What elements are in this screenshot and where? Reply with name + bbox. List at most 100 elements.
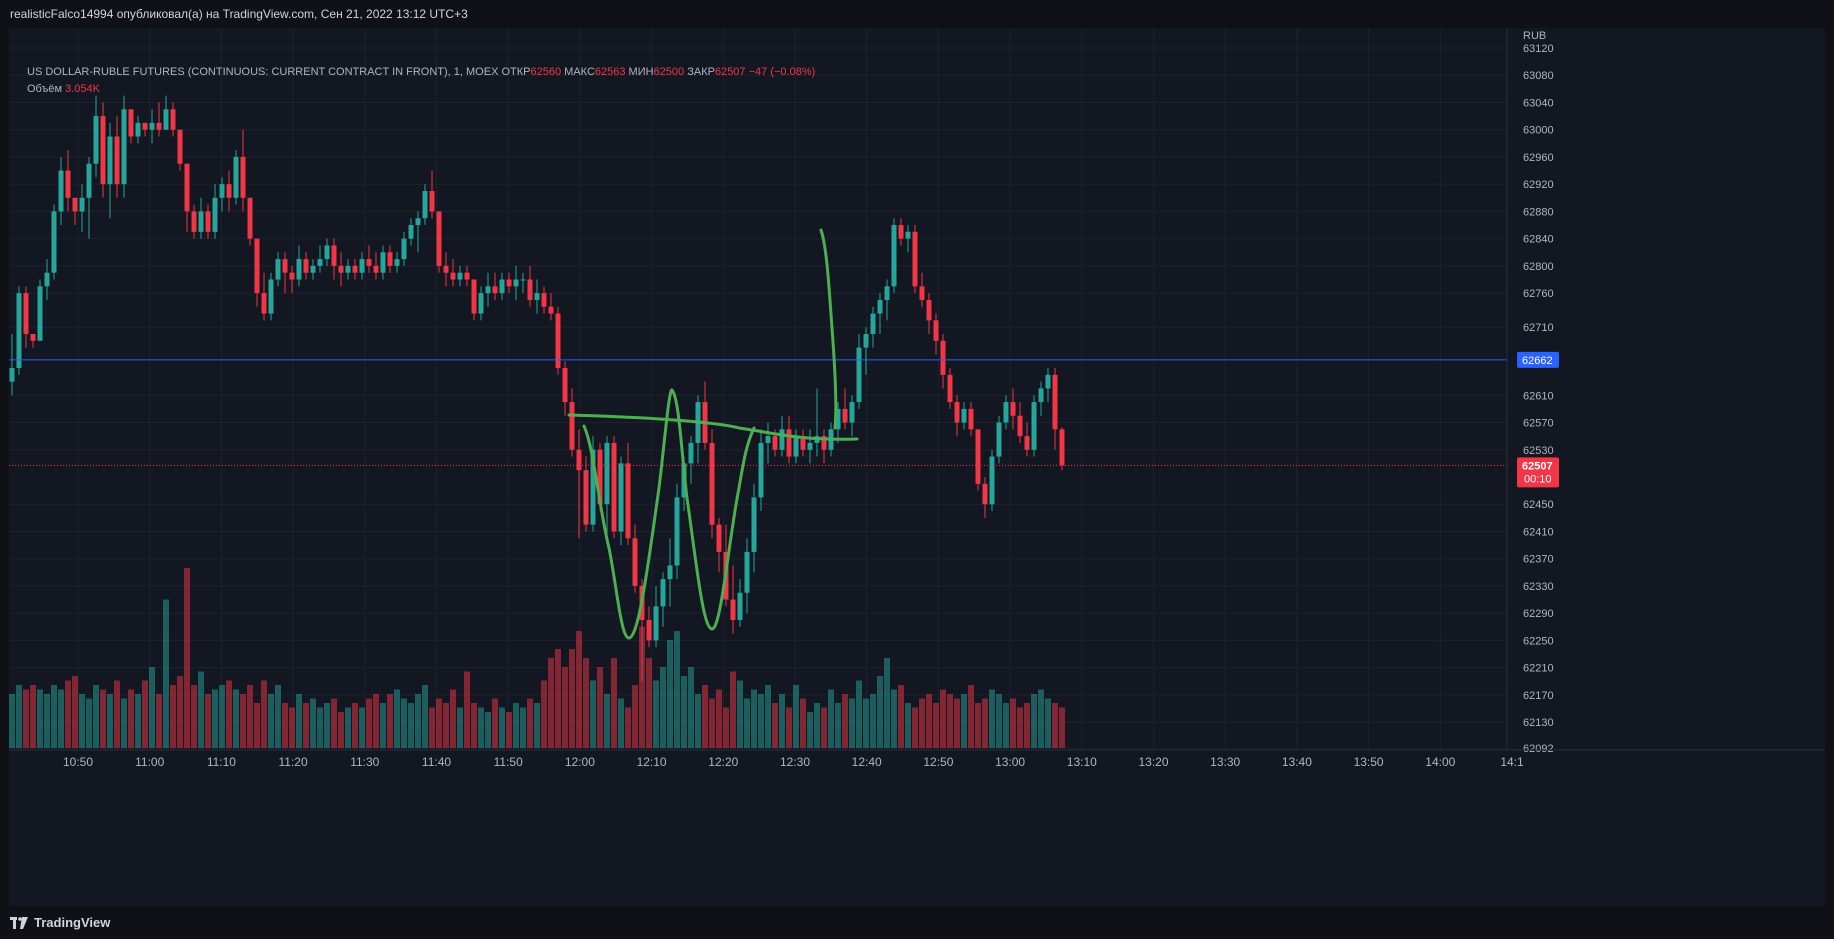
volume-bar bbox=[16, 685, 22, 748]
candle-body bbox=[926, 299, 932, 321]
freehand-drawing[interactable] bbox=[567, 228, 859, 640]
volume-bar bbox=[289, 707, 295, 748]
volume-bar bbox=[485, 712, 491, 748]
candle-body bbox=[282, 259, 288, 273]
volume-bar bbox=[660, 667, 666, 748]
volume-bar bbox=[233, 689, 239, 748]
price-tick-label: 62210 bbox=[1523, 663, 1554, 675]
volume-bar bbox=[205, 694, 211, 748]
volume-bar bbox=[471, 703, 477, 748]
volume-bar bbox=[940, 689, 946, 748]
candle-body bbox=[793, 436, 799, 457]
volume-bar bbox=[954, 698, 960, 748]
volume-bar bbox=[961, 694, 967, 748]
candle-body bbox=[688, 442, 694, 464]
volume-bar bbox=[590, 680, 596, 748]
price-tick-label: 62170 bbox=[1523, 690, 1554, 702]
candle-body bbox=[520, 279, 526, 281]
volume-bar bbox=[548, 658, 554, 748]
candle-body bbox=[576, 449, 582, 471]
time-tick-label: 14:00 bbox=[1425, 755, 1455, 769]
volume-bar bbox=[667, 640, 673, 748]
candle-body bbox=[380, 252, 386, 273]
candle-body bbox=[849, 402, 855, 423]
candle-body bbox=[324, 245, 330, 260]
candle-body bbox=[919, 286, 925, 300]
time-tick-label: 11:20 bbox=[279, 755, 308, 769]
volume-bar bbox=[86, 698, 92, 748]
volume-bar bbox=[212, 689, 218, 748]
candle-body bbox=[408, 225, 414, 239]
volume-bar bbox=[758, 694, 764, 748]
candle-body bbox=[352, 265, 358, 273]
volume-bar bbox=[933, 703, 939, 748]
candle-body bbox=[884, 286, 890, 300]
volume-bar bbox=[674, 631, 680, 748]
countdown-label: 00:10 bbox=[1524, 473, 1552, 485]
volume-bar bbox=[58, 689, 64, 748]
candle-body bbox=[513, 279, 519, 287]
legend-high-label: МАКС bbox=[564, 66, 595, 78]
volume-bar bbox=[408, 703, 414, 748]
candle-body bbox=[1031, 402, 1037, 450]
candle-body bbox=[569, 402, 575, 450]
volume-bar bbox=[282, 703, 288, 748]
volume-bar bbox=[989, 689, 995, 748]
legend-volume-label[interactable]: Объём bbox=[27, 83, 63, 95]
time-axis[interactable]: 10:50 11:00 11:10 11:20 11:30 11:40 11:50 12:00… bbox=[9, 749, 1825, 769]
volume-bar bbox=[912, 707, 918, 748]
candle-body bbox=[562, 368, 568, 403]
candle-body bbox=[107, 136, 113, 185]
volume-bar bbox=[576, 631, 582, 748]
tradingview-brand[interactable]: TradingView bbox=[34, 915, 111, 930]
price-tick-label: 62530 bbox=[1523, 445, 1554, 457]
candle-body bbox=[611, 442, 617, 532]
volume-bar bbox=[905, 703, 911, 748]
volume-bar bbox=[583, 658, 589, 748]
candle-body bbox=[443, 265, 449, 273]
volume-bar bbox=[9, 694, 15, 748]
time-tick-label: 12:20 bbox=[708, 755, 738, 769]
candle-body bbox=[947, 374, 953, 403]
time-tick-label: 11:00 bbox=[135, 755, 164, 769]
candle-body bbox=[415, 218, 421, 226]
chart-area[interactable]: RUB 63120 63080 63040 63000 62960 62920 62880 62… bbox=[9, 28, 1825, 906]
volume-bar bbox=[142, 680, 148, 748]
volume-bar bbox=[562, 667, 568, 748]
time-tick-label: 11:40 bbox=[422, 755, 451, 769]
volume-bar bbox=[1017, 707, 1023, 748]
volume-bar bbox=[793, 685, 799, 748]
candle-body bbox=[905, 231, 911, 239]
volume-bar bbox=[681, 676, 687, 748]
volume-bar bbox=[800, 698, 806, 748]
volume-bar bbox=[856, 680, 862, 748]
candle-body bbox=[198, 211, 204, 232]
volume-bar bbox=[65, 680, 71, 748]
tradingview-logo-icon[interactable] bbox=[10, 916, 28, 929]
candle-body bbox=[541, 293, 547, 307]
time-tick-label: 12:30 bbox=[780, 755, 810, 769]
volume-bar bbox=[891, 689, 897, 748]
candle-body bbox=[1024, 436, 1030, 450]
candle-body bbox=[310, 265, 316, 273]
price-tick-label: 62610 bbox=[1523, 390, 1554, 402]
candle-body bbox=[457, 272, 463, 280]
price-tick-label: 62130 bbox=[1523, 717, 1554, 729]
candle-body bbox=[765, 436, 771, 443]
volume-bar bbox=[72, 676, 78, 748]
candle-body bbox=[93, 116, 99, 164]
volume-bar bbox=[611, 658, 617, 748]
volume-bar bbox=[1038, 689, 1044, 748]
legend-symbol[interactable]: US DOLLAR-RUBLE FUTURES (CONTINUOUS: CUR… bbox=[27, 66, 499, 78]
volume-bar bbox=[506, 712, 512, 748]
candle-body bbox=[954, 402, 960, 423]
candle-body bbox=[401, 238, 407, 260]
candle-body bbox=[338, 265, 344, 273]
candle-body bbox=[275, 259, 281, 280]
candle-body bbox=[1038, 388, 1044, 403]
candle-body bbox=[58, 170, 64, 212]
candle-body bbox=[233, 156, 239, 198]
volume-bar bbox=[303, 703, 309, 748]
